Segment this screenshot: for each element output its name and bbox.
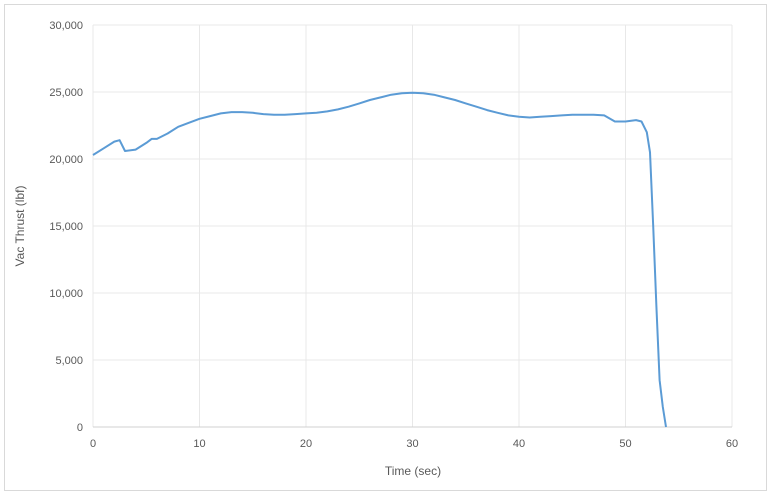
y-tick-label: 15,000	[49, 221, 83, 233]
y-tick-label: 20,000	[49, 154, 83, 166]
gridlines	[92, 24, 733, 428]
x-tick-label: 30	[406, 438, 418, 450]
x-tick-label: 40	[513, 438, 525, 450]
x-axis-title: Time (sec)	[385, 464, 441, 478]
x-axis-ticks: 0 10 20 30 40 50 60	[90, 438, 738, 450]
series-group	[92, 91, 667, 428]
x-tick-label: 60	[726, 438, 738, 450]
x-tick-label: 0	[90, 438, 96, 450]
series-line	[92, 91, 667, 428]
y-axis-title: Vac Thrust (lbf)	[13, 186, 27, 267]
y-axis-ticks: 0 5,000 10,000 15,000 20,000 25,000 30,000	[49, 20, 83, 434]
y-tick-label: 0	[77, 422, 83, 434]
y-tick-label: 10,000	[49, 288, 83, 300]
x-tick-label: 20	[300, 438, 312, 450]
x-tick-label: 50	[619, 438, 631, 450]
chart-frame	[4, 4, 767, 491]
x-tick-label: 10	[193, 438, 205, 450]
y-tick-label: 30,000	[49, 20, 83, 32]
y-tick-label: 25,000	[49, 87, 83, 99]
y-tick-label: 5,000	[55, 355, 83, 367]
